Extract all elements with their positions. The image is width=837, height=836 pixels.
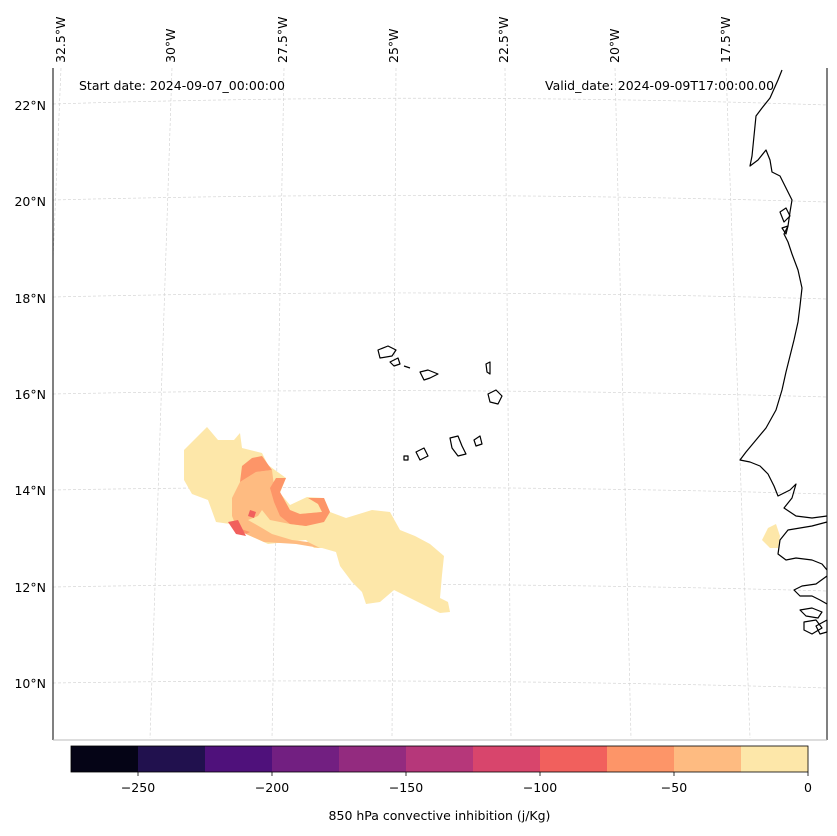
- valid-date-label: Valid_date: 2024-09-09T17:00:00.00: [545, 78, 775, 93]
- cin-region-75-to-100: [228, 510, 256, 536]
- colorbar-segment: [741, 746, 809, 772]
- colorbar-tick-label: 0: [804, 780, 812, 795]
- lat-label-22: 22°N: [14, 98, 46, 113]
- graticule: [52, 67, 828, 739]
- gridline-lon-225: [504, 67, 512, 739]
- lat-label-10: 10°N: [14, 676, 46, 691]
- cin-region-50-to-75: [238, 456, 330, 534]
- island-sao-vicente: [389, 357, 401, 367]
- cin-filled-contours: [184, 427, 780, 613]
- lon-label-275: 27.5°W: [275, 16, 290, 63]
- lon-label-325: 32.5°W: [53, 16, 68, 63]
- colorbar-tick-label: −100: [522, 780, 558, 795]
- island-fogo: [415, 447, 429, 461]
- lon-label-20: 20°W: [607, 28, 622, 63]
- senegal-gambia-coast: [777, 521, 828, 571]
- lon-label-30: 30°W: [163, 28, 178, 63]
- colorbar-segment: [138, 746, 206, 772]
- colorbar-frame: [70, 745, 809, 773]
- island-santiago: [449, 435, 467, 457]
- west-africa-coastline: [739, 69, 828, 519]
- island-sao-nicolau: [419, 369, 439, 381]
- island-maio: [473, 435, 483, 447]
- gridline-lon-325: [52, 67, 62, 261]
- start-date-label: Start date: 2024-09-07_00:00:00: [79, 78, 285, 93]
- colorbar-tick-label: −200: [254, 780, 290, 795]
- lon-label-225: 22.5°W: [496, 16, 511, 63]
- colorbar-segment: [607, 746, 675, 772]
- colorbar-segment: [71, 746, 139, 772]
- gridline-lat-18: [52, 292, 828, 300]
- gridline-lat-20: [52, 195, 828, 203]
- gridline-lat-14: [52, 486, 828, 495]
- colorbar-segment: [540, 746, 608, 772]
- guinea-bissau-coast: [793, 575, 828, 605]
- coastlines: [377, 69, 828, 635]
- island-boa-vista: [487, 389, 503, 405]
- island-brava: [403, 455, 409, 461]
- gridline-lon-30: [149, 67, 173, 739]
- colorbar-segment: [473, 746, 541, 772]
- gridline-lon-25: [391, 67, 397, 739]
- guinea-islands: [799, 607, 828, 635]
- colorbar: [70, 745, 809, 776]
- gridline-lon-175: [725, 67, 751, 739]
- lat-label-12: 12°N: [14, 580, 46, 595]
- island-sal: [485, 361, 491, 375]
- colorbar-tick-label: −50: [660, 780, 688, 795]
- coast-islet-1: [779, 207, 791, 223]
- gridline-lon-20: [614, 67, 632, 739]
- lat-label-18: 18°N: [14, 291, 46, 306]
- lat-label-14: 14°N: [14, 483, 46, 498]
- lat-label-16: 16°N: [14, 387, 46, 402]
- map-frame: [52, 68, 828, 740]
- lat-label-20: 20°N: [14, 194, 46, 209]
- colorbar-tick-label: −150: [388, 780, 424, 795]
- colorbar-segment: [674, 746, 742, 772]
- colorbar-segment: [406, 746, 474, 772]
- lon-label-25: 25°W: [386, 28, 401, 63]
- colorbar-segment: [339, 746, 407, 772]
- coast-islet-2: [781, 225, 789, 235]
- colorbar-segment: [272, 746, 340, 772]
- lon-label-175: 17.5°W: [718, 16, 733, 63]
- gridline-lat-10: [52, 680, 828, 689]
- island-santo-antao: [377, 345, 397, 359]
- gridline-lat-16: [52, 390, 828, 398]
- cin-region-coast-0-to-25: [762, 524, 780, 548]
- colorbar-title: 850 hPa convective inhibition (j/Kg): [328, 808, 551, 823]
- colorbar-tick-label: −250: [120, 780, 156, 795]
- colorbar-segment: [205, 746, 273, 772]
- gridline-lon-275: [271, 67, 285, 739]
- island-santa-luzia: [403, 365, 411, 369]
- gridline-lat-22: [52, 97, 828, 106]
